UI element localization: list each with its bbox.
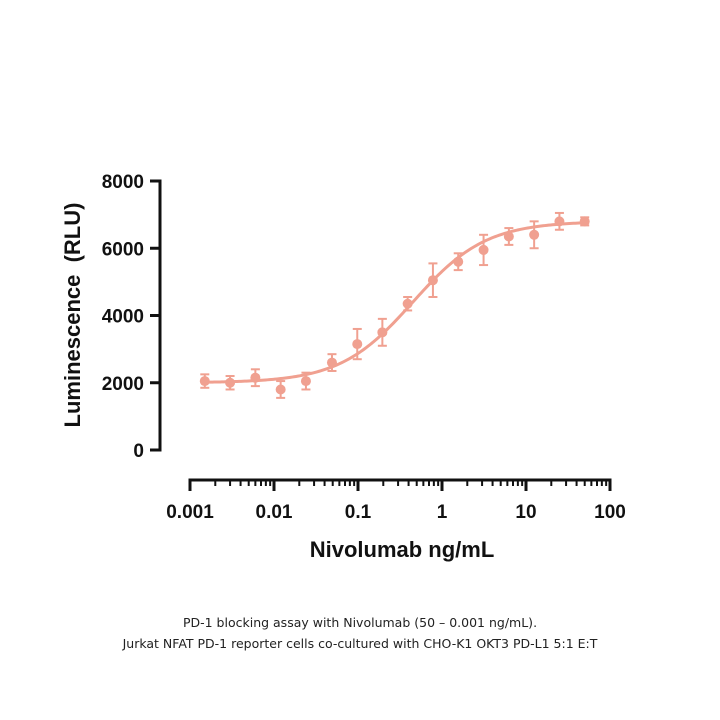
x-tick-label-5: 100 — [594, 502, 626, 523]
data-point-0 — [199, 376, 210, 387]
data-point-2 — [250, 372, 261, 383]
data-point-7 — [377, 327, 388, 338]
data-point-1 — [225, 377, 236, 388]
y-tick-label-1: 2000 — [102, 374, 144, 395]
data-point-3 — [275, 384, 286, 395]
data-point-13 — [529, 229, 540, 240]
data-point-8 — [402, 298, 413, 309]
data-point-6 — [352, 339, 363, 350]
x-tick-label-1: 0.01 — [256, 502, 293, 523]
data-point-12 — [503, 231, 514, 242]
x-axis: 0.001 0.01 0.1 1 10 100 — [166, 478, 626, 523]
y-tick-label-3: 6000 — [102, 239, 144, 260]
x-tick-label-3: 1 — [437, 502, 448, 523]
data-point-5 — [326, 357, 337, 368]
fit-curve-group — [204, 221, 585, 384]
x-tick-label-4: 10 — [515, 502, 536, 523]
caption-line-1: PD-1 blocking assay with Nivolumab (50 –… — [182, 615, 538, 630]
x-tick-label-2: 0.1 — [345, 502, 372, 523]
x-axis-title: Nivolumab ng/mL — [310, 537, 495, 562]
data-point-15 — [579, 216, 590, 227]
caption-line-2: Jurkat NFAT PD-1 reporter cells co-cultu… — [122, 636, 598, 651]
data-point-11 — [478, 244, 489, 255]
figure-caption: PD-1 blocking assay with Nivolumab (50 –… — [0, 612, 720, 654]
y-axis-title: Luminescence (RLU) — [60, 203, 85, 428]
data-points-group — [199, 211, 590, 399]
x-tick-label-0: 0.001 — [166, 502, 214, 523]
y-tick-label-2: 4000 — [102, 307, 144, 328]
fit-curve — [204, 221, 585, 384]
data-point-9 — [427, 275, 438, 286]
data-point-14 — [554, 216, 565, 227]
y-tick-label-4: 8000 — [102, 172, 144, 193]
y-axis: 0 2000 4000 6000 8000 — [102, 172, 162, 462]
y-tick-label-0: 0 — [133, 441, 144, 462]
data-point-4 — [300, 376, 311, 387]
data-point-10 — [453, 256, 464, 267]
